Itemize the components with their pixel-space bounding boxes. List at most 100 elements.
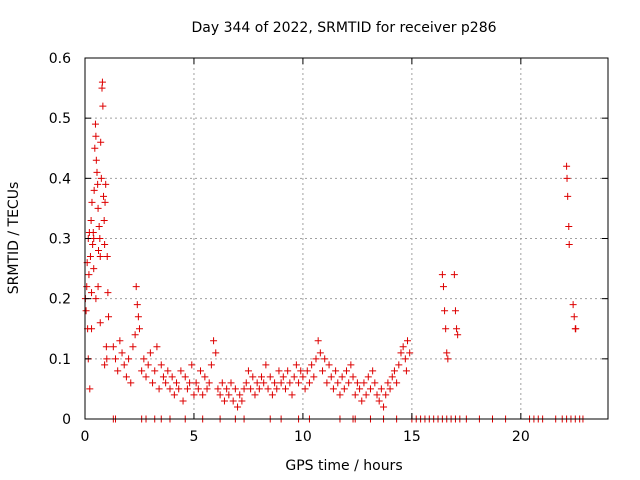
- data-point: [201, 373, 209, 381]
- data-point: [135, 325, 143, 333]
- data-point: [92, 132, 100, 140]
- data-point: [292, 361, 300, 369]
- data-point: [134, 313, 142, 321]
- data-point: [393, 379, 401, 387]
- data-point: [109, 343, 117, 351]
- data-point: [91, 120, 99, 128]
- data-point: [88, 289, 96, 297]
- data-point: [104, 289, 112, 297]
- data-point: [301, 385, 309, 393]
- y-tick-label: 0: [62, 412, 71, 428]
- data-point: [565, 241, 573, 249]
- data-point: [275, 367, 283, 375]
- data-point: [95, 222, 103, 230]
- data-point: [194, 385, 202, 393]
- data-point: [295, 379, 303, 387]
- data-point: [133, 301, 141, 309]
- data-point: [338, 373, 346, 381]
- data-point: [94, 283, 102, 291]
- data-point: [192, 379, 200, 387]
- data-point: [177, 367, 185, 375]
- data-point: [271, 379, 279, 387]
- data-point: [262, 361, 270, 369]
- data-point: [406, 349, 414, 357]
- data-point: [444, 355, 452, 363]
- data-point: [351, 391, 359, 399]
- data-point: [89, 241, 97, 249]
- data-point: [570, 313, 578, 321]
- y-tick-label: 0.5: [49, 111, 71, 127]
- data-point: [91, 144, 99, 152]
- data-point: [96, 253, 104, 261]
- data-point: [92, 295, 100, 303]
- data-point: [149, 379, 157, 387]
- data-point: [569, 301, 577, 309]
- data-point: [88, 198, 96, 206]
- data-point: [290, 373, 298, 381]
- data-point: [131, 331, 139, 339]
- data-point: [253, 379, 261, 387]
- data-point: [223, 385, 231, 393]
- data-point: [97, 138, 105, 146]
- data-point: [151, 367, 159, 375]
- data-point: [281, 385, 289, 393]
- data-point: [384, 379, 392, 387]
- data-point: [90, 265, 98, 273]
- data-point: [563, 162, 571, 170]
- data-point: [132, 283, 140, 291]
- data-point: [168, 373, 176, 381]
- grid: [85, 58, 608, 419]
- data-point: [97, 174, 105, 182]
- data-point: [401, 355, 409, 363]
- data-point: [439, 283, 447, 291]
- data-point: [564, 192, 572, 200]
- data-point: [118, 349, 126, 357]
- data-point: [369, 367, 377, 375]
- data-point: [157, 361, 165, 369]
- data-point: [214, 385, 222, 393]
- data-point: [565, 222, 573, 230]
- data-point: [170, 391, 178, 399]
- data-point: [325, 361, 333, 369]
- data-point: [86, 385, 94, 393]
- data-point: [102, 180, 110, 188]
- data-point: [236, 391, 244, 399]
- data-point: [453, 325, 461, 333]
- data-point: [103, 355, 111, 363]
- data-point: [395, 361, 403, 369]
- data-point: [273, 385, 281, 393]
- data-point: [340, 385, 348, 393]
- x-tick-label: 5: [189, 429, 198, 445]
- data-point: [212, 349, 220, 357]
- data-point: [345, 379, 353, 387]
- data-point: [399, 343, 407, 351]
- data-point: [297, 367, 305, 375]
- data-point: [308, 361, 316, 369]
- data-point: [225, 391, 233, 399]
- data-point: [336, 391, 344, 399]
- data-point: [443, 349, 451, 357]
- data-point: [268, 391, 276, 399]
- data-point: [362, 391, 370, 399]
- data-point: [90, 235, 98, 242]
- data-point: [85, 271, 93, 279]
- data-point: [140, 355, 148, 363]
- data-point: [231, 385, 239, 393]
- data-point: [92, 156, 100, 164]
- data-point: [438, 271, 446, 279]
- x-tick-label: 20: [512, 429, 530, 445]
- data-point: [173, 379, 181, 387]
- data-point: [334, 379, 342, 387]
- data-point: [377, 385, 385, 393]
- data-point: [321, 355, 329, 363]
- data-point: [99, 102, 107, 110]
- data-point: [196, 367, 204, 375]
- data-point: [382, 391, 390, 399]
- data-point: [186, 379, 194, 387]
- data-point: [386, 385, 394, 393]
- data-point: [249, 373, 257, 381]
- data-point: [229, 397, 237, 405]
- data-point: [277, 379, 285, 387]
- data-point: [375, 397, 383, 405]
